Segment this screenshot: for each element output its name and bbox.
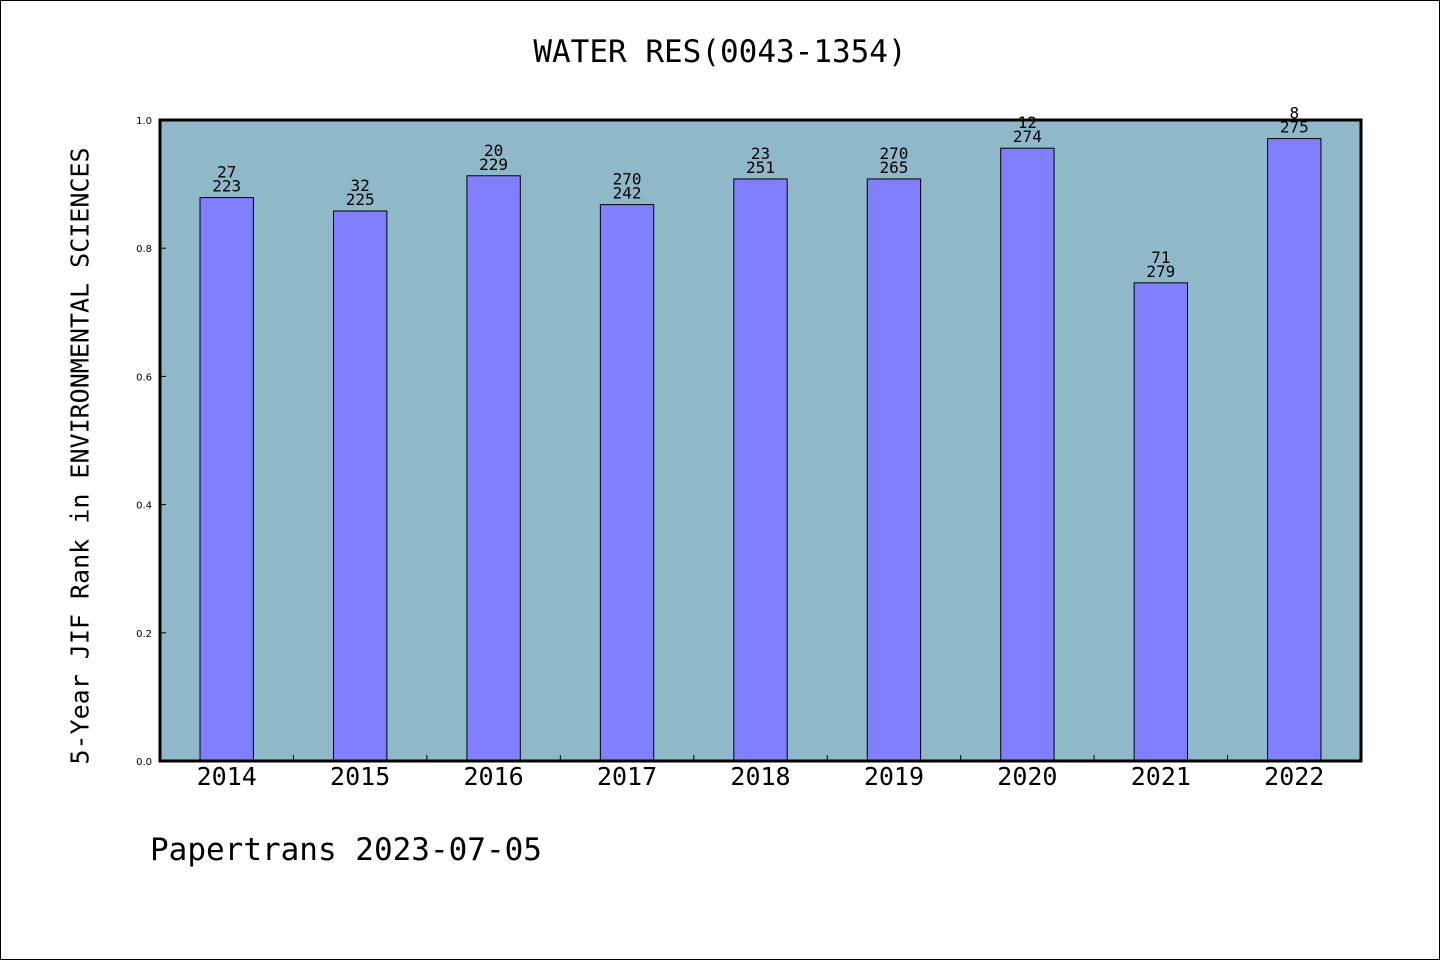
- bar-2017: [599, 204, 655, 762]
- bars-group: [199, 138, 1322, 762]
- bar-total-label-2019: 265: [879, 158, 908, 177]
- x-axis: 2014 2015 2016 2017 2018 2019 2020 2021 2022: [197, 755, 1324, 791]
- x-tick-label-2018: 2018: [730, 762, 790, 791]
- bar-total-label-2021: 279: [1146, 262, 1175, 281]
- y-tick-label: 0.2: [136, 629, 152, 640]
- chart-title: WATER RES(0043-1354): [533, 34, 907, 70]
- bar-rank-label-2017: 270: [613, 170, 642, 189]
- bar-2018: [733, 178, 788, 762]
- bar-total-label-2014: 223: [212, 177, 241, 196]
- y-tick-label: 0.8: [136, 244, 152, 255]
- bar-2015: [332, 210, 388, 762]
- bar-2016: [466, 175, 521, 762]
- bar-rank-label-2020: 12: [1018, 113, 1037, 132]
- bar-2020: [1000, 147, 1055, 762]
- bar-rank-label-2018: 23: [751, 144, 770, 163]
- bar-total-label-2015: 225: [346, 190, 375, 209]
- plot-border: [158, 118, 1363, 763]
- x-tick-label-2019: 2019: [864, 762, 924, 791]
- bar-total-label-2022: 275: [1280, 118, 1309, 137]
- x-tick-label-2016: 2016: [464, 762, 524, 791]
- x-tick-label-2020: 2020: [997, 762, 1057, 791]
- x-tick-label-2021: 2021: [1131, 762, 1191, 791]
- bar-total-label-2016: 229: [479, 155, 508, 174]
- bar-rank-label-2015: 32: [351, 176, 370, 195]
- bar-2014: [199, 197, 254, 762]
- bar-total-label-2017: 242: [613, 184, 642, 203]
- x-tick-label-2022: 2022: [1264, 762, 1324, 791]
- y-tick-label: 0.0: [136, 757, 152, 768]
- y-tick-label: 0.4: [136, 501, 152, 512]
- bar-rank-label-2019: 270: [879, 144, 908, 163]
- x-tick-label-2017: 2017: [597, 762, 657, 791]
- x-tick-label-2014: 2014: [197, 762, 257, 791]
- bar-rank-label-2022: 8: [1289, 104, 1299, 123]
- bar-rank-label-2014: 27: [217, 163, 236, 182]
- bar-rank-label-2016: 20: [484, 141, 503, 160]
- bar-total-label-2020: 274: [1013, 127, 1042, 146]
- bar-2022: [1267, 138, 1322, 762]
- bar-total-label-2018: 251: [746, 158, 775, 177]
- bar-2021: [1133, 282, 1189, 762]
- y-tick-label: 1.0: [136, 116, 152, 127]
- bar-rank-label-2021: 71: [1151, 248, 1170, 267]
- bar-2019: [866, 178, 922, 762]
- footer-text: Papertrans 2023-07-05: [150, 832, 542, 868]
- x-tick-label-2015: 2015: [330, 762, 390, 791]
- y-tick-label: 0.6: [136, 372, 152, 383]
